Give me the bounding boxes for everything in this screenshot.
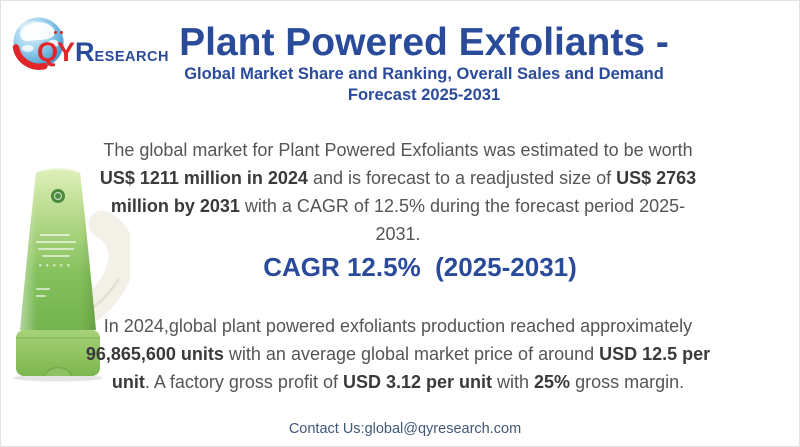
logo-qy: QY bbox=[37, 37, 75, 67]
logo-wordmark: QY R ESEARCH bbox=[37, 37, 169, 68]
production-text: . A factory gross profit of bbox=[144, 372, 343, 392]
logo-esearch: ESEARCH bbox=[94, 49, 169, 65]
subtitle-line-2: Forecast 2025-2031 bbox=[347, 86, 501, 104]
contact-line: Contact Us:global@qyresearch.com bbox=[288, 421, 522, 437]
production-text: with bbox=[492, 372, 535, 392]
production-text: gross margin. bbox=[570, 372, 685, 392]
production-text: with an average global market price of a… bbox=[223, 344, 600, 364]
production-units: 96,865,600 units bbox=[85, 344, 224, 364]
qyresearch-logo: QY R ESEARCH bbox=[10, 13, 170, 79]
globe-icon bbox=[12, 17, 64, 70]
gross-margin: 25% bbox=[534, 372, 571, 392]
summary-text: and is forecast to a readjusted size of bbox=[307, 168, 617, 188]
subtitle-line-1: Global Market Share and Ranking, Overall… bbox=[184, 65, 664, 83]
y-umlaut-dots bbox=[54, 31, 57, 34]
production-summary-paragraph: In 2024,global plant powered exfoliants … bbox=[70, 312, 726, 396]
page-title: Plant Powered Exfoliants - bbox=[179, 21, 669, 64]
market-summary-paragraph: The global market for Plant Powered Exfo… bbox=[90, 136, 706, 248]
product-tube-image bbox=[13, 167, 130, 382]
unit-profit: USD 3.12 per unit bbox=[342, 372, 493, 392]
cagr-banner: CAGR 12.5% (2025-2031) bbox=[263, 252, 577, 282]
unit-price: USD 12.5 per unit bbox=[111, 344, 711, 392]
page-subtitle: Global Market Share and Ranking, Overall… bbox=[48, 64, 800, 106]
summary-text: with a CAGR of 12.5% during the forecast… bbox=[239, 196, 686, 244]
market-value-2031: US$ 2763 million by 2031 bbox=[110, 168, 697, 216]
logo-r: R bbox=[75, 37, 95, 67]
summary-text: The global market for Plant Powered Exfo… bbox=[103, 140, 693, 160]
market-value-2024: US$ 1211 million in 2024 bbox=[99, 168, 308, 188]
production-text: In 2024,global plant powered exfoliants … bbox=[103, 316, 693, 336]
